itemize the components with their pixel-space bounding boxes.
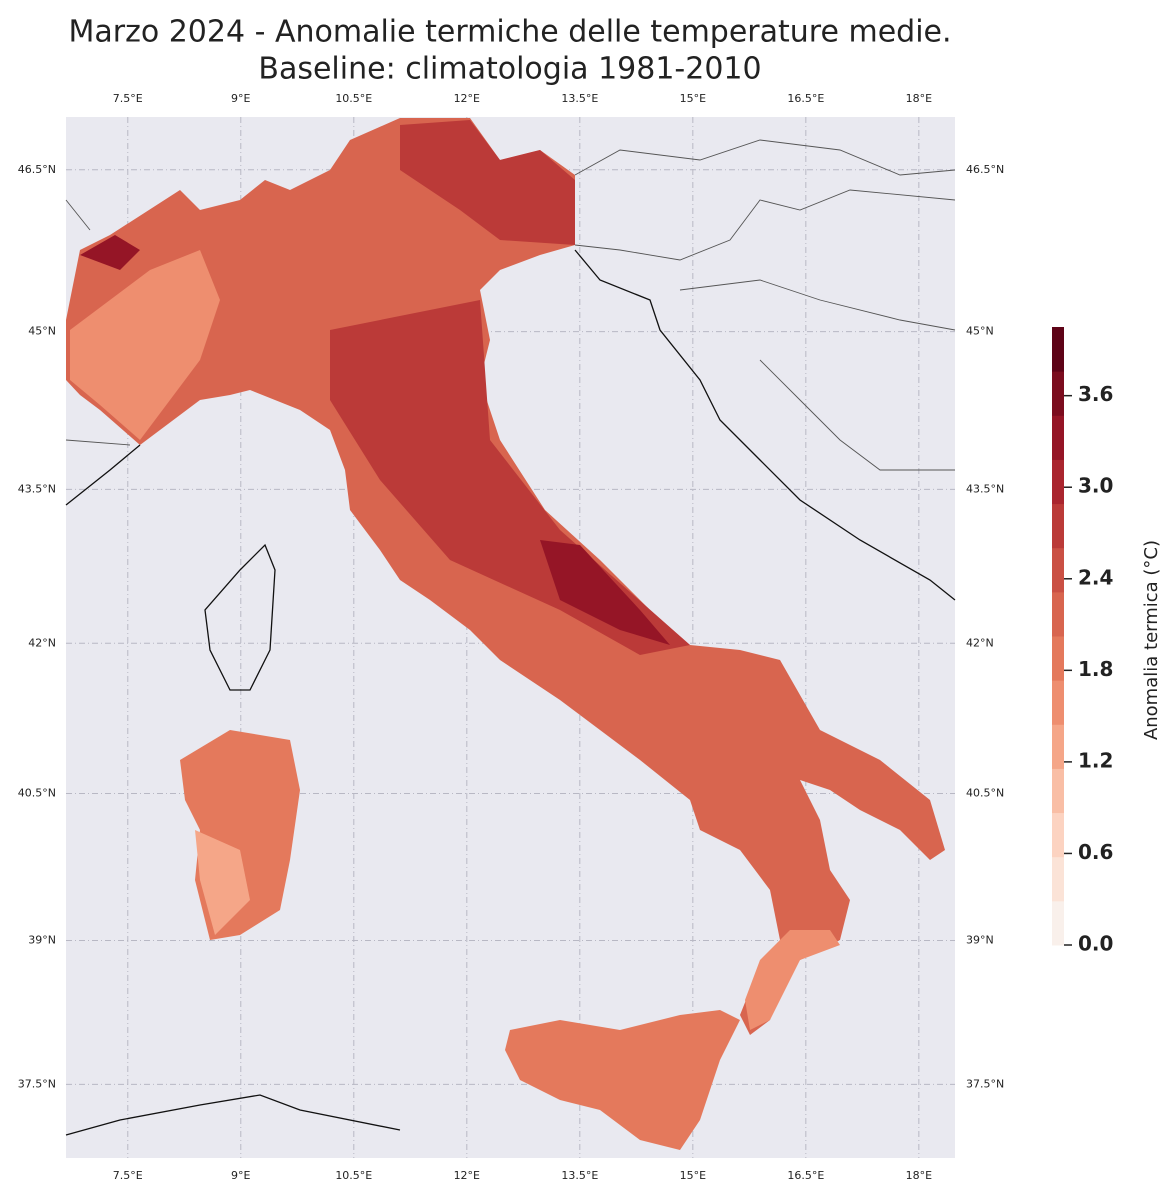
- y-tick-label: 39°N: [28, 933, 56, 946]
- light-patch: [70, 250, 220, 440]
- borders: [65, 139, 956, 471]
- x-tick-label: 15°E: [680, 1169, 706, 1182]
- colorbar-band: [1052, 547, 1064, 593]
- colorbar-band: [1052, 591, 1064, 637]
- x-tick-label: 16.5°E: [787, 92, 824, 105]
- sicily: [505, 1010, 740, 1150]
- colorbar-band: [1052, 503, 1064, 549]
- y-tick-label: 40.5°N: [18, 787, 56, 800]
- x-tick-label: 7.5°E: [113, 92, 143, 105]
- colorbar-tick-label: 2.4: [1078, 565, 1113, 589]
- x-tick-label: 10.5°E: [335, 92, 372, 105]
- x-tick-label: 7.5°E: [113, 1169, 143, 1182]
- x-tick-label: 18°E: [906, 1169, 932, 1182]
- x-tick-label: 16.5°E: [787, 1169, 824, 1182]
- y-tick-label: 37.5°N: [966, 1077, 1004, 1090]
- coastlines: [65, 139, 956, 1136]
- colorbar-tick-label: 3.6: [1078, 382, 1113, 406]
- y-tick-label: 43.5°N: [18, 482, 56, 495]
- warm-patch: [330, 300, 690, 655]
- subtitle: Baseline: climatologia 1981-2010: [258, 52, 761, 87]
- colorbar-tick-label: 3.0: [1078, 474, 1113, 498]
- sardinia-patch: [195, 830, 250, 935]
- y-tick-label: 46.5°N: [18, 163, 56, 176]
- y-tick-label: 45°N: [966, 325, 994, 338]
- y-tick-label: 42°N: [28, 636, 56, 649]
- land: [66, 118, 945, 1150]
- x-tick-label: 12°E: [454, 92, 480, 105]
- colorbar-band: [1052, 724, 1064, 769]
- warm-patch: [400, 120, 575, 245]
- light-patch: [745, 930, 840, 1030]
- colorbar-band: [1052, 768, 1064, 814]
- colorbar-band: [1052, 812, 1064, 858]
- colorbar-tick-label: 0.6: [1078, 840, 1113, 864]
- colorbar-band: [1052, 371, 1064, 416]
- x-tick-label: 15°E: [680, 92, 706, 105]
- y-tick-label: 46.5°N: [966, 163, 1004, 176]
- colorbar-band: [1052, 415, 1064, 460]
- x-tick-label: 13.5°E: [561, 92, 598, 105]
- colorbar-band: [1052, 856, 1064, 902]
- hot-patch: [540, 540, 670, 645]
- y-tick-label: 43.5°N: [966, 482, 1004, 495]
- colorbar-tick-label: 0.0: [1078, 932, 1113, 956]
- colorbar-tick-label: 1.8: [1078, 657, 1113, 681]
- y-tick-label: 40.5°N: [966, 787, 1004, 800]
- colorbar-label: Anomalia termica (°C): [1141, 540, 1162, 740]
- y-tick-label: 37.5°N: [18, 1077, 56, 1090]
- corsica: [204, 543, 276, 691]
- colorbar: 0.0 0.6 1.2 1.8 2.4 3.0 3.6: [1052, 327, 1113, 956]
- y-tick-label: 39°N: [966, 933, 994, 946]
- x-tick-label: 9°E: [231, 92, 250, 105]
- colorbar-band: [1052, 680, 1064, 725]
- coast-balkan: [574, 249, 956, 601]
- x-tick-label: 12°E: [454, 1169, 480, 1182]
- x-tick-label: 13.5°E: [561, 1169, 598, 1182]
- colorbar-band: [1052, 459, 1064, 505]
- x-tick-label: 10.5°E: [335, 1169, 372, 1182]
- colorbar-band: [1052, 636, 1064, 681]
- ticks: 7.5°E 7.5°E 9°E 9°E 10.5°E 10.5°E 12°E 12°E 13.5…: [18, 92, 1004, 1182]
- coast-west: [65, 444, 401, 1136]
- hot-patch: [80, 235, 140, 270]
- x-tick-label: 9°E: [231, 1169, 250, 1182]
- x-tick-label: 18°E: [906, 92, 932, 105]
- y-tick-label: 42°N: [966, 636, 994, 649]
- colorbar-band: [1052, 900, 1064, 946]
- colorbar-tick-label: 1.2: [1078, 748, 1113, 772]
- y-tick-label: 45°N: [28, 325, 56, 338]
- colorbar-band: [1052, 327, 1064, 372]
- title: Marzo 2024 - Anomalie termiche delle tem…: [68, 15, 951, 50]
